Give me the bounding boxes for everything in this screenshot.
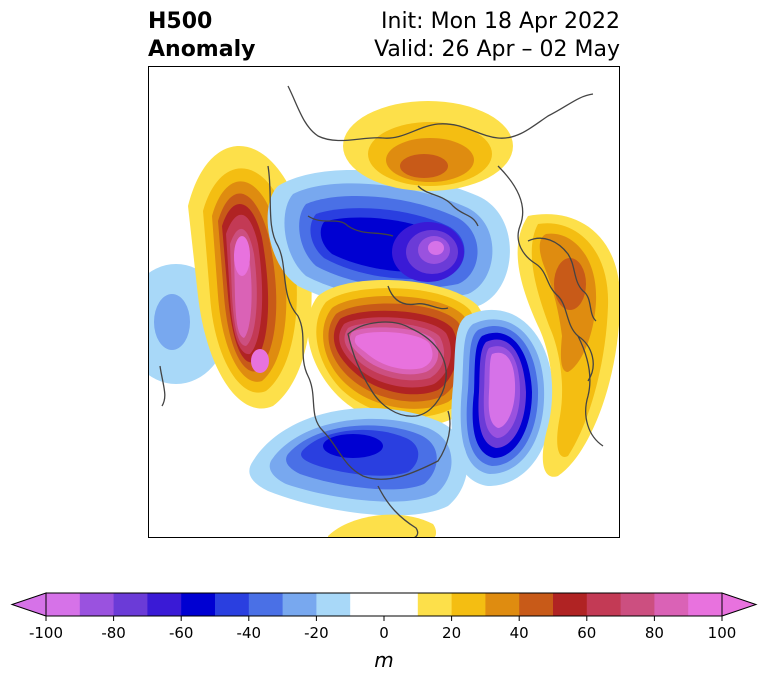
colorbar-tick-label: -80 — [101, 624, 126, 642]
colorbar-cell — [215, 593, 250, 616]
colorbar-cell — [147, 593, 182, 616]
title-h500: H500 — [148, 9, 213, 34]
negative-anomaly-central-us — [249, 408, 468, 516]
colorbar-cell — [248, 593, 284, 616]
colorbar-tick-label: 80 — [645, 624, 664, 642]
colorbar-cell — [350, 593, 385, 616]
colorbar-cell — [316, 593, 351, 616]
valid-range: Valid: 26 Apr – 02 May — [374, 37, 620, 62]
positive-anomaly-northeast-pacific — [188, 146, 312, 409]
colorbar-units-label: m — [374, 648, 394, 672]
colorbar-cell — [451, 593, 486, 616]
positive-anomaly-europe — [517, 214, 620, 477]
colorbar-cell — [688, 593, 723, 616]
colorbar-cell — [519, 593, 554, 616]
colorbar-tick-label: 60 — [577, 624, 596, 642]
colorbar-cell — [417, 593, 453, 616]
title-anomaly: Anomaly — [148, 37, 256, 62]
colorbar-extend-high — [721, 592, 758, 617]
colorbar-cell — [485, 593, 520, 616]
negative-anomaly-north-atlantic — [451, 309, 554, 486]
colorbar-tick-label: -40 — [237, 624, 262, 642]
colorbar-tick-label: -100 — [29, 624, 63, 642]
init-date: Init: Mon 18 Apr 2022 — [381, 9, 620, 34]
colorbar-cells — [10, 592, 758, 617]
anomaly-map — [148, 66, 620, 538]
colorbar-tick-label: -20 — [304, 624, 329, 642]
colorbar-cell — [282, 593, 317, 616]
colorbar: -100 -80 -60 -40 -20 0 20 40 60 80 100 — [10, 592, 758, 642]
colorbar-cell — [46, 593, 81, 616]
title-right: Init: Mon 18 Apr 2022 Valid: 26 Apr – 02… — [374, 8, 620, 64]
colorbar-tick-label: 0 — [379, 624, 389, 642]
coastlines — [159, 85, 604, 538]
colorbar-cell — [553, 593, 588, 616]
colorbar-cell — [384, 593, 419, 616]
title-left: H500 Anomaly — [148, 8, 255, 64]
colorbar-extend-low — [10, 592, 47, 617]
colorbar-cell — [79, 593, 115, 616]
colorbar-ticks: -100 -80 -60 -40 -20 0 20 40 60 80 100 — [29, 616, 736, 642]
positive-anomaly-east-siberia — [343, 101, 513, 191]
colorbar-tick-label: -60 — [169, 624, 194, 642]
positive-anomaly-caribbean — [328, 514, 437, 538]
colorbar-cell — [113, 593, 148, 616]
colorbar-cell — [586, 593, 622, 616]
colorbar-cell — [181, 593, 216, 616]
colorbar-tick-label: 40 — [510, 624, 529, 642]
colorbar-cell — [620, 593, 655, 616]
colorbar-tick-label: 20 — [442, 624, 461, 642]
colorbar-cell — [654, 593, 689, 616]
negative-anomaly-siberia-arctic-ocean — [267, 169, 510, 314]
colorbar-tick-label: 100 — [708, 624, 737, 642]
